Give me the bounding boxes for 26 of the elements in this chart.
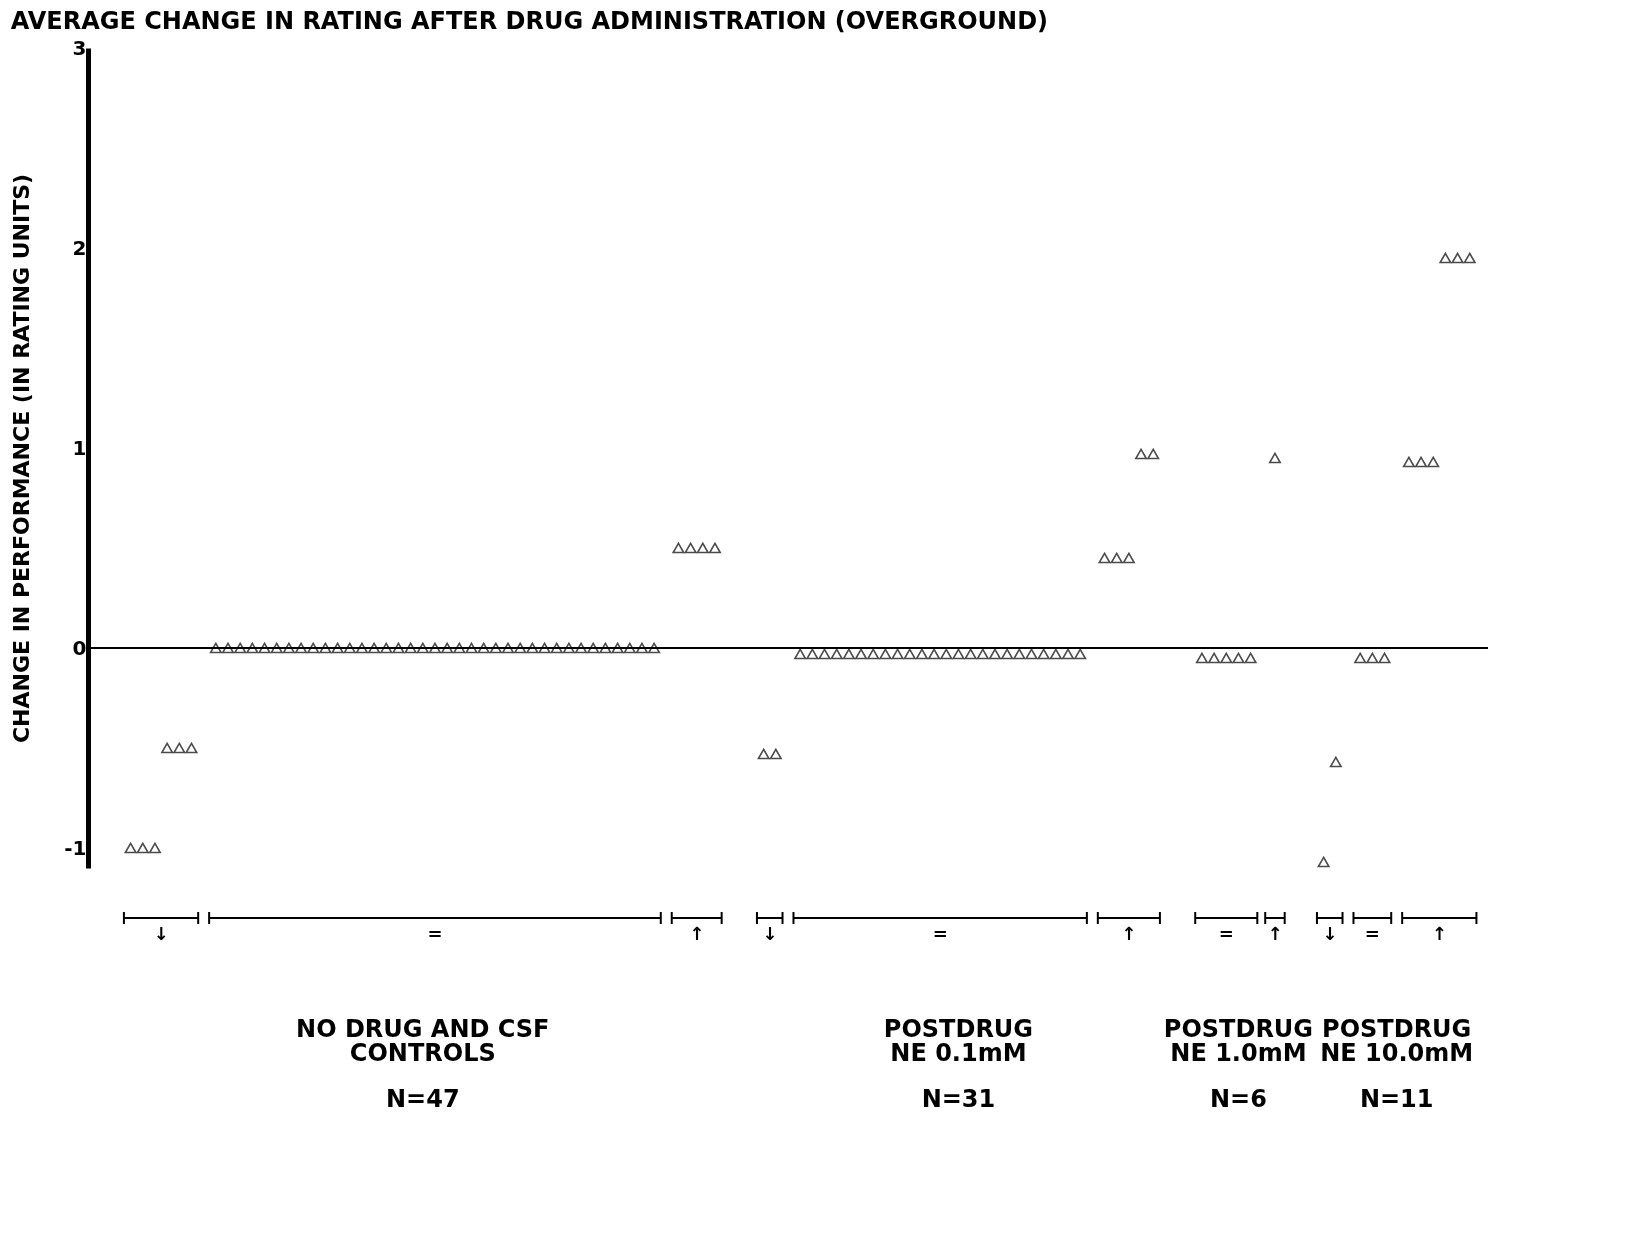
chart-title: AVERAGE CHANGE IN RATING AFTER DRUG ADMINISTRATION (OVERGROUND) — [10, 7, 1049, 35]
text: N=47 — [385, 1085, 460, 1113]
text: = — [1364, 923, 1380, 944]
text: N=31 — [921, 1085, 996, 1113]
text: N=6 — [1209, 1085, 1267, 1113]
text: ↑ — [1267, 923, 1283, 944]
y-tick-label: 0 — [72, 635, 87, 660]
text: = — [932, 923, 948, 944]
y-tick-label: -1 — [64, 835, 87, 860]
text: POSTDRUG NE 10.0mM — [1320, 1015, 1474, 1067]
text: ↓ — [153, 923, 169, 944]
text: ↑ — [1121, 923, 1137, 944]
text: NO DRUG AND CSF CONTROLS — [296, 1015, 550, 1067]
text: ↑ — [1431, 923, 1447, 944]
text: ↑ — [689, 923, 705, 944]
y-tick-label: 2 — [72, 235, 87, 260]
text: N=11 — [1359, 1085, 1434, 1113]
text: = — [1218, 923, 1234, 944]
text: ↓ — [1322, 923, 1338, 944]
y-tick-label: 3 — [72, 35, 87, 60]
text: POSTDRUG NE 0.1mM — [883, 1015, 1034, 1067]
y-tick-label: 1 — [72, 435, 87, 460]
text: = — [427, 923, 443, 944]
text: POSTDRUG NE 1.0mM — [1163, 1015, 1314, 1067]
y-axis-title: CHANGE IN PERFORMANCE (IN RATING UNITS) — [9, 173, 35, 744]
text: ↓ — [762, 923, 778, 944]
